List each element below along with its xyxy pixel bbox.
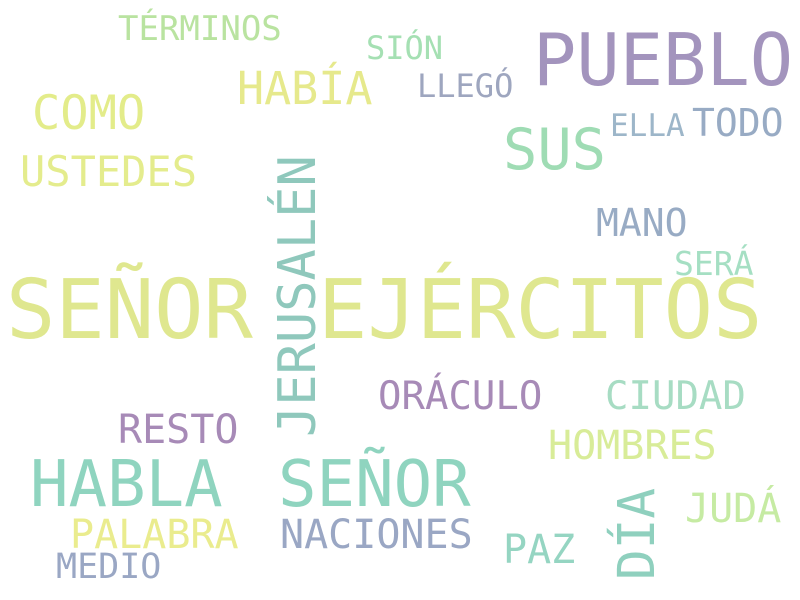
word-sera: SERÁ [674, 244, 754, 283]
word-senor-small: SEÑOR [278, 448, 471, 522]
word-jerusalen: JERUSALÉN [268, 155, 328, 437]
word-ciudad: CIUDAD [605, 374, 746, 419]
word-pueblo: PUEBLO [533, 18, 794, 102]
word-ustedes: USTEDES [20, 147, 198, 196]
word-llego: LLEGÓ [417, 67, 514, 105]
word-dia: DÍA [608, 487, 667, 580]
word-ejercitos: EJÉRCITOS [318, 263, 763, 358]
word-todo: TODO [692, 101, 784, 145]
word-naciones: NACIONES [280, 512, 473, 558]
word-terminos: TÉRMINOS [118, 9, 282, 49]
word-sion: SIÓN [366, 29, 444, 67]
word-ella: ELLA [610, 108, 685, 144]
word-habla: HABLA [30, 448, 223, 522]
word-juda: JUDÁ [685, 486, 782, 532]
word-como: COMO [32, 86, 146, 141]
word-senor-large: SEÑOR [6, 263, 253, 358]
word-mano: MANO [596, 201, 688, 245]
word-palabra: PALABRA [70, 512, 239, 558]
word-paz: PAZ [503, 527, 576, 573]
word-hombres: HOMBRES [548, 423, 717, 469]
word-sus: SUS [503, 117, 606, 183]
word-medio: MEDIO [56, 547, 162, 587]
word-habia: HABÍA [237, 62, 373, 115]
word-resto: RESTO [118, 407, 239, 453]
word-oraculo: ORÁCULO [378, 374, 543, 419]
